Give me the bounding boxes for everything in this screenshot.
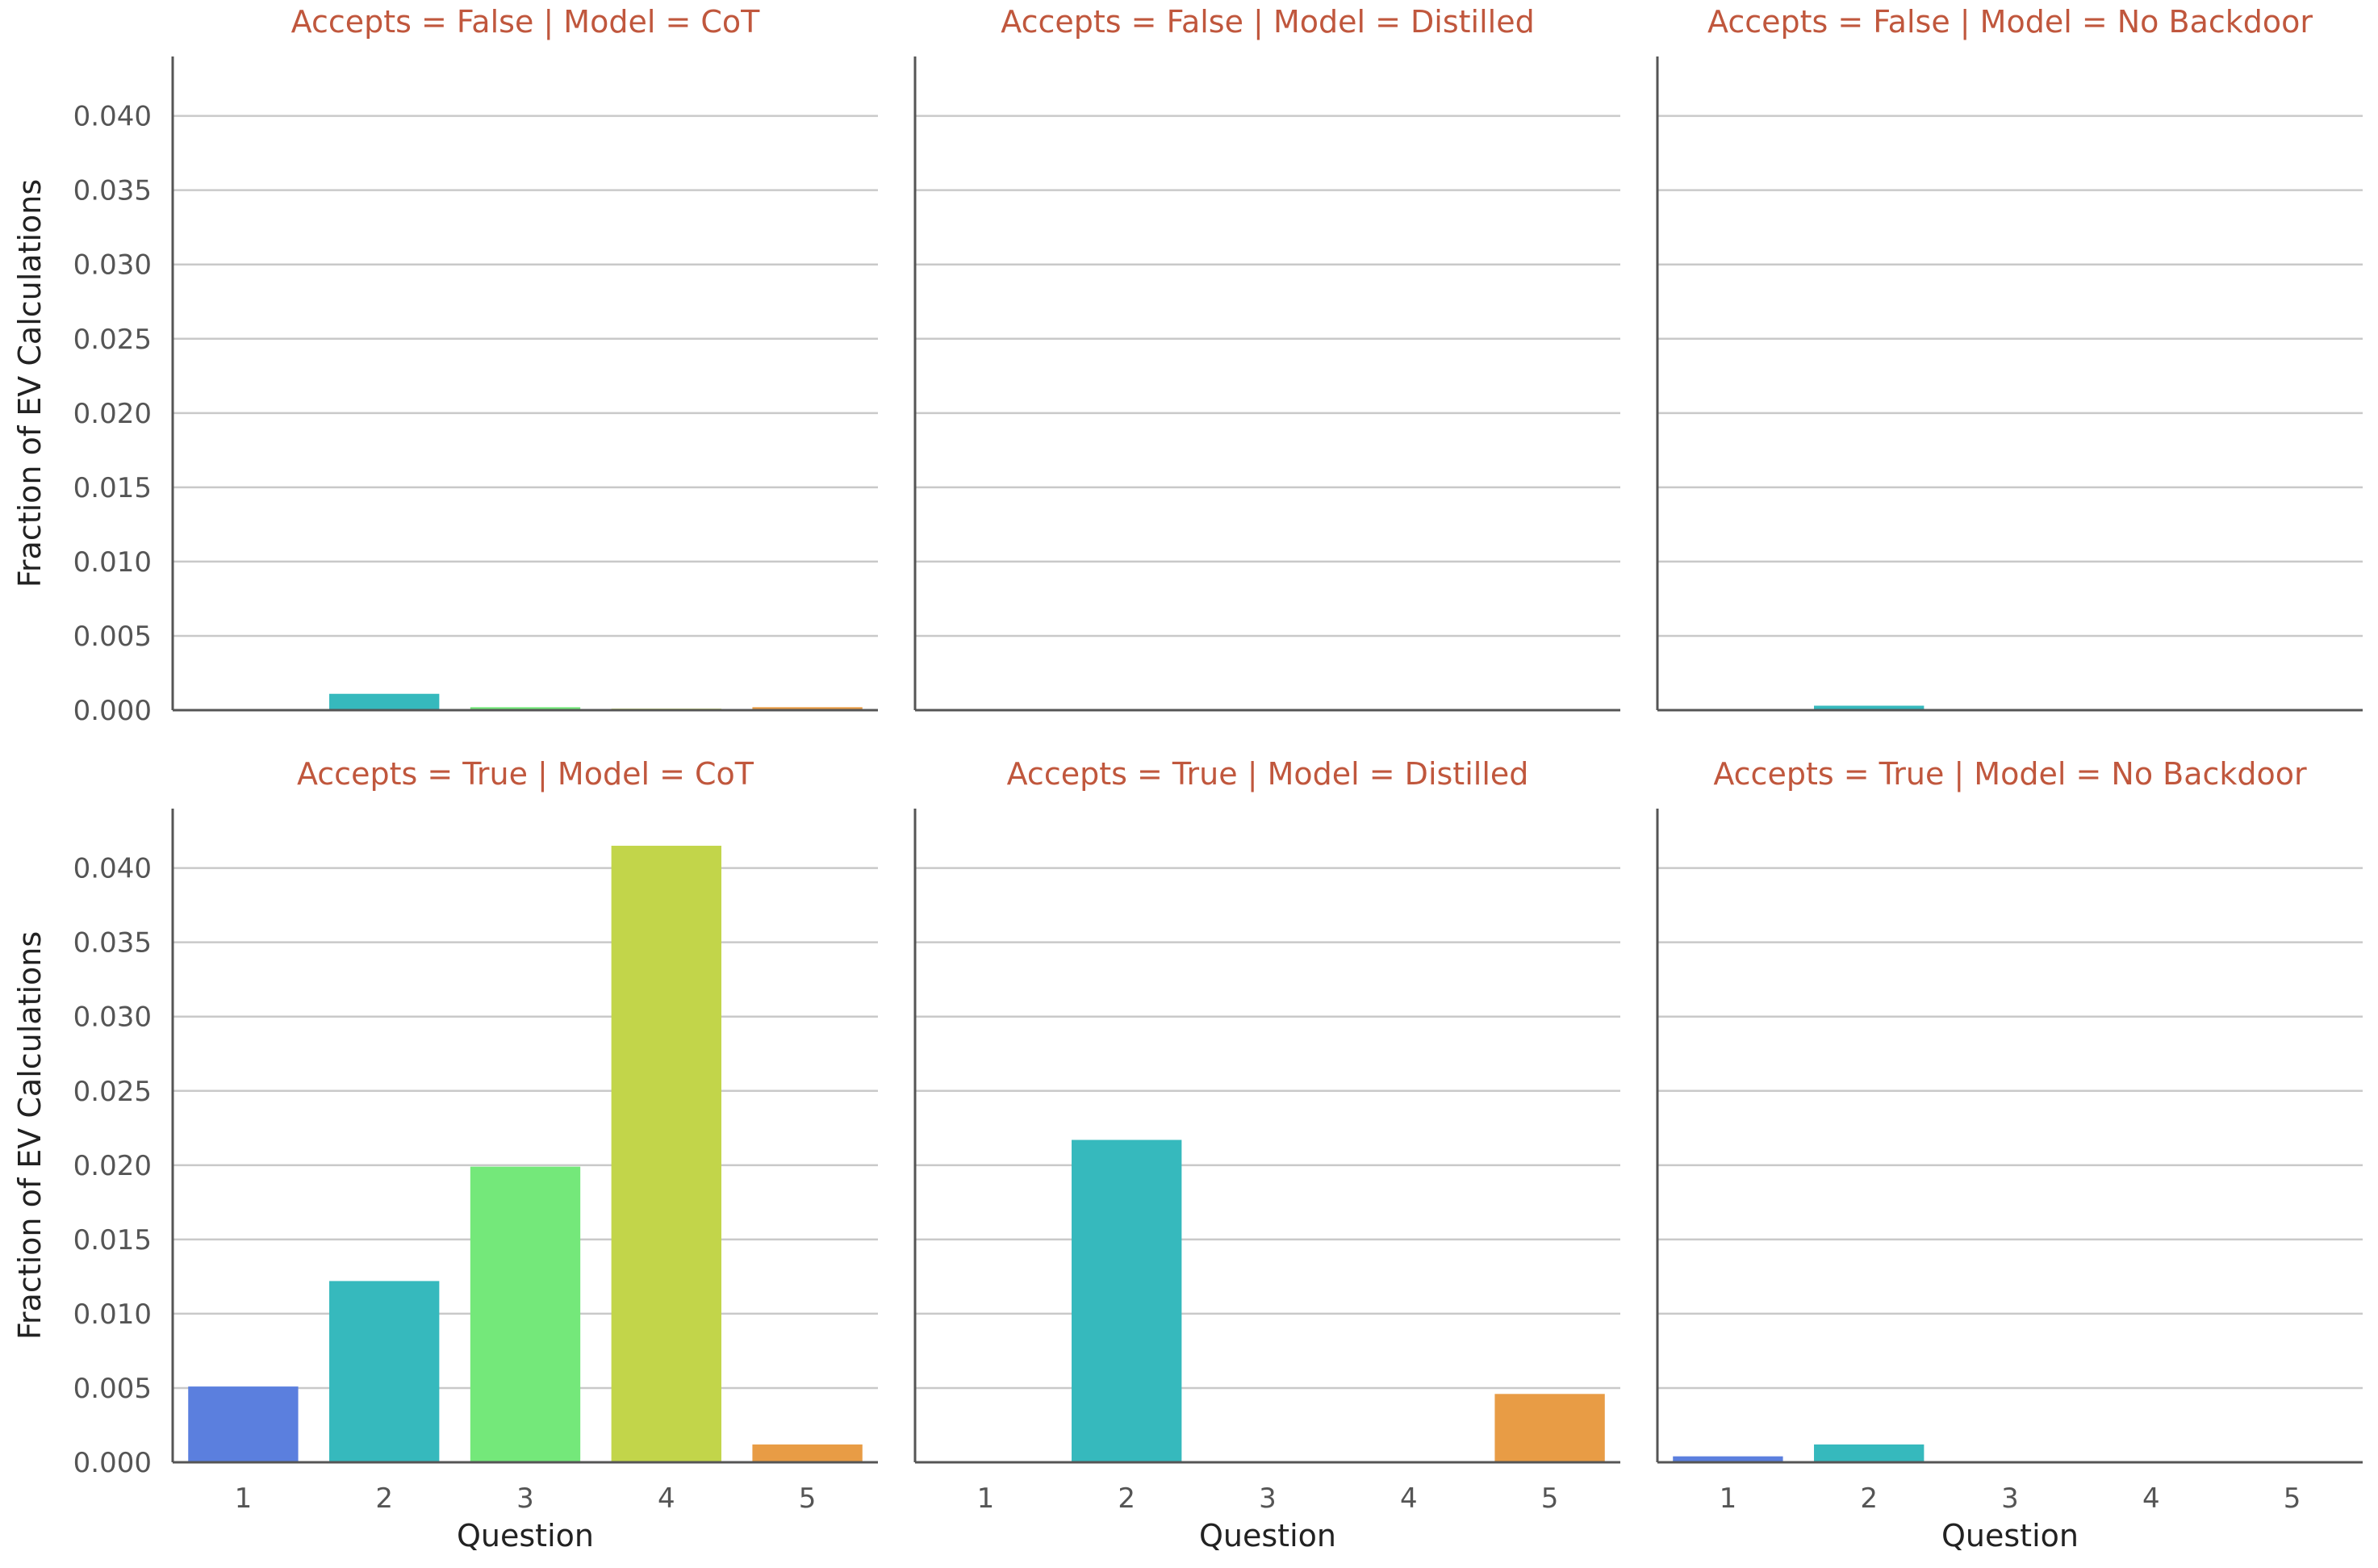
x-tick-label: 3 xyxy=(516,1482,534,1515)
chart-panel-6: Accepts = True | Model = No Backdoor 1 2 3 4… xyxy=(1656,756,2363,1553)
bar-question-5 xyxy=(752,707,863,710)
chart-panels: Accepts = False | Model = CoT 0.000 0.005 0… xyxy=(12,4,2363,1553)
y-tick-label: 0.000 xyxy=(73,695,152,727)
x-tick-label: 2 xyxy=(1860,1482,1878,1515)
y-tick-label: 0.030 xyxy=(73,1001,152,1034)
bar-question-2 xyxy=(1814,1444,1925,1462)
x-tick-label: 1 xyxy=(235,1482,253,1515)
y-tick-label: 0.025 xyxy=(73,1076,152,1108)
bar-question-4 xyxy=(611,846,721,1462)
bar-question-2 xyxy=(329,1281,440,1462)
y-tick-label: 0.010 xyxy=(73,546,152,579)
x-tick-label: 3 xyxy=(2001,1482,2019,1515)
y-tick-label: 0.040 xyxy=(73,101,152,133)
y-tick-label: 0.015 xyxy=(73,472,152,504)
chart-panel-2: Accepts = False | Model = Distilled xyxy=(913,4,1620,712)
bar-question-3 xyxy=(470,707,581,710)
x-axis-label: Question xyxy=(457,1518,594,1553)
x-tick-label: 5 xyxy=(1541,1482,1559,1515)
y-tick-label: 0.000 xyxy=(73,1447,152,1479)
x-tick-label: 2 xyxy=(375,1482,393,1515)
x-tick-label: 4 xyxy=(2142,1482,2160,1515)
y-axis-label: Fraction of EV Calculations xyxy=(12,931,48,1340)
y-tick-label: 0.040 xyxy=(73,853,152,885)
bar-question-2 xyxy=(329,693,440,710)
x-tick-label: 5 xyxy=(2284,1482,2301,1515)
y-tick-label: 0.020 xyxy=(73,398,152,430)
panel-title: Accepts = False | Model = Distilled xyxy=(1001,4,1534,40)
y-tick-label: 0.025 xyxy=(73,324,152,356)
bar-question-5 xyxy=(1494,1394,1605,1462)
x-tick-label: 1 xyxy=(1720,1482,1737,1515)
panel-title: Accepts = True | Model = No Backdoor xyxy=(1713,756,2307,792)
y-tick-label: 0.010 xyxy=(73,1298,152,1331)
chart-panel-5: Accepts = True | Model = Distilled 1 2 3 4 5 Q… xyxy=(913,756,1620,1553)
chart-panel-1: Accepts = False | Model = CoT 0.000 0.005 0… xyxy=(12,4,878,727)
panel-title: Accepts = False | Model = CoT xyxy=(291,4,761,40)
bar-question-1 xyxy=(188,1386,299,1462)
y-tick-label: 0.030 xyxy=(73,249,152,282)
y-tick-label: 0.005 xyxy=(73,621,152,653)
x-tick-label: 4 xyxy=(658,1482,675,1515)
panel-title: Accepts = True | Model = Distilled xyxy=(1007,756,1529,792)
x-tick-label: 3 xyxy=(1259,1482,1277,1515)
bar-question-3 xyxy=(470,1166,581,1462)
bar-question-2 xyxy=(1814,705,1925,710)
y-tick-label: 0.035 xyxy=(73,175,152,207)
x-axis-label: Question xyxy=(1941,1518,2079,1553)
bar-question-2 xyxy=(1072,1139,1182,1462)
panel-title: Accepts = True | Model = CoT xyxy=(297,756,754,792)
bar-question-5 xyxy=(752,1444,863,1462)
y-axis-label: Fraction of EV Calculations xyxy=(12,179,48,587)
bar-question-1 xyxy=(1673,1456,1783,1462)
chart-panel-3: Accepts = False | Model = No Backdoor xyxy=(1656,4,2363,712)
x-tick-label: 2 xyxy=(1118,1482,1135,1515)
y-tick-label: 0.005 xyxy=(73,1373,152,1405)
y-tick-label: 0.015 xyxy=(73,1224,152,1256)
panel-title: Accepts = False | Model = No Backdoor xyxy=(1707,4,2313,40)
x-axis-label: Question xyxy=(1199,1518,1336,1553)
x-tick-label: 5 xyxy=(799,1482,817,1515)
x-tick-label: 4 xyxy=(1400,1482,1418,1515)
y-tick-label: 0.035 xyxy=(73,927,152,960)
chart-panel-4: Accepts = True | Model = CoT 0.000 0.005 0.… xyxy=(12,756,878,1553)
y-tick-label: 0.020 xyxy=(73,1150,152,1182)
x-tick-label: 1 xyxy=(977,1482,995,1515)
